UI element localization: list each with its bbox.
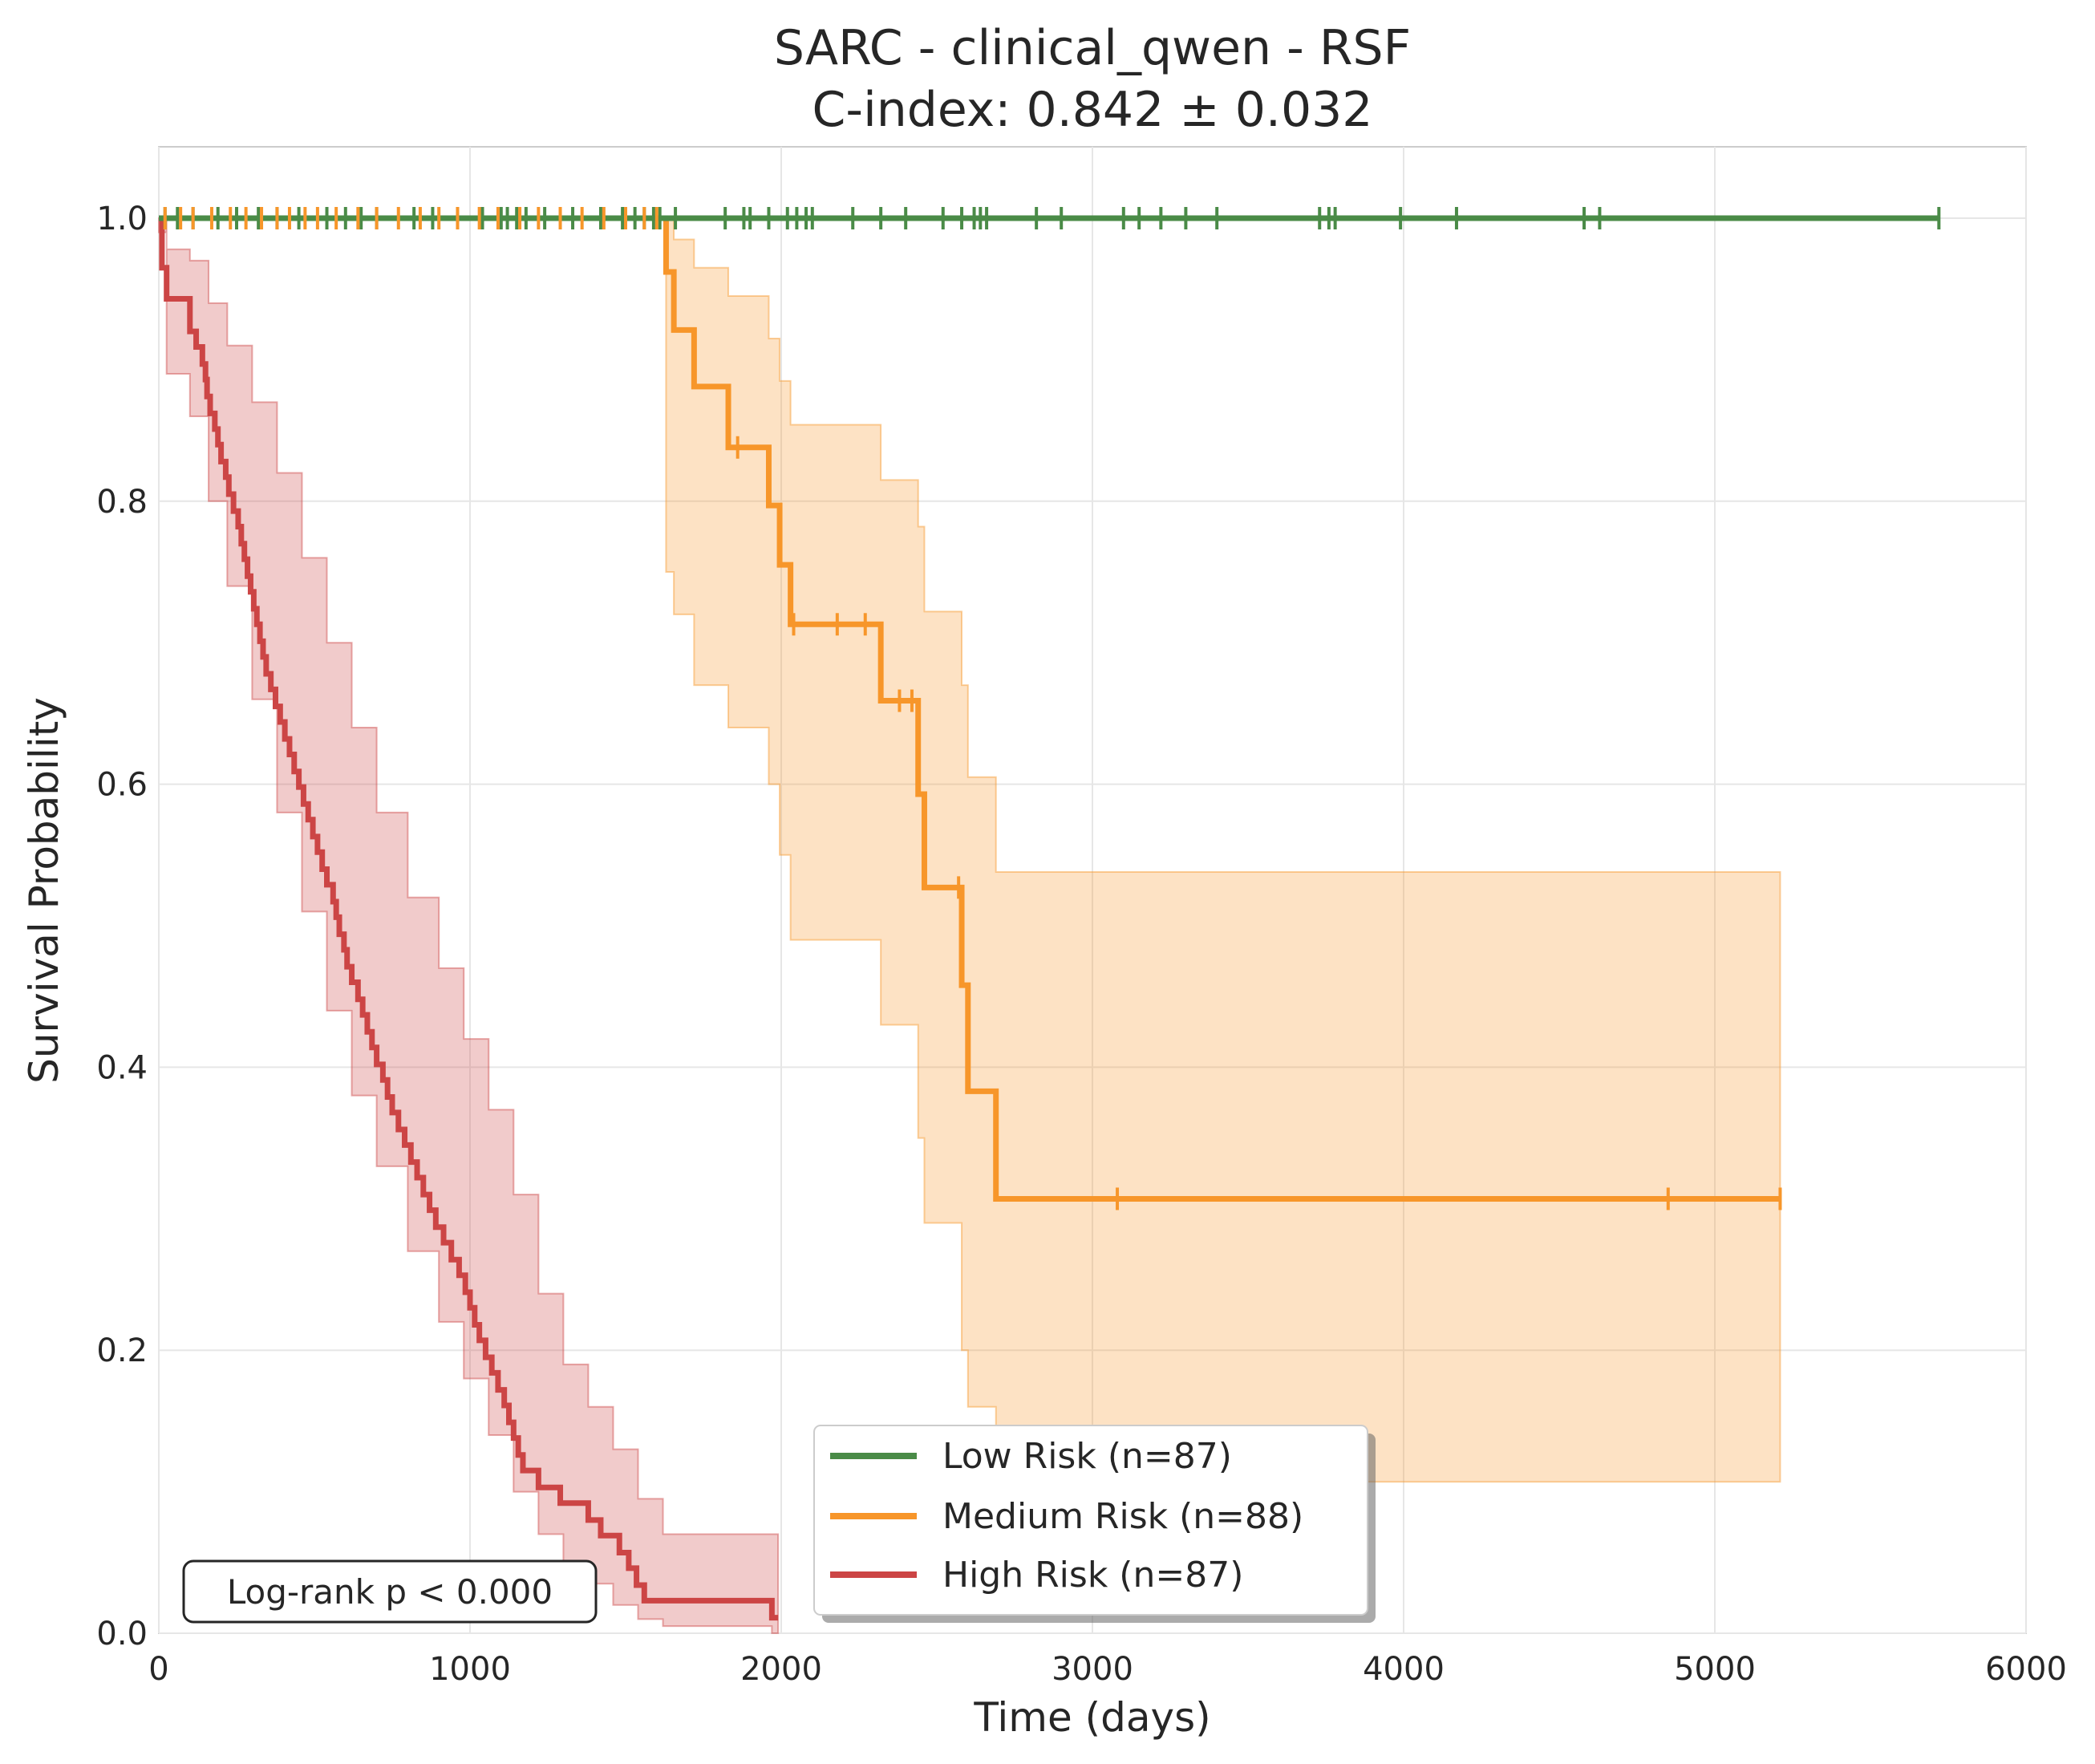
ci-band-high xyxy=(158,217,780,1634)
y-tick-label: 0.2 xyxy=(96,1332,148,1369)
ci-band-medium xyxy=(665,217,1781,1483)
x-tick-label: 2000 xyxy=(740,1651,822,1688)
pvalue-text: Log-rank p < 0.000 xyxy=(227,1572,553,1612)
legend-label-high: High Risk (n=87) xyxy=(942,1555,1243,1596)
x-tick-label: 5000 xyxy=(1674,1651,1756,1688)
x-tick-label: 1000 xyxy=(429,1651,511,1688)
x-axis-ticks: 0 1000 2000 3000 4000 5000 6000 xyxy=(148,1651,2067,1688)
survival-line-high xyxy=(159,215,779,1621)
x-axis-label: Time (days) xyxy=(973,1694,1210,1741)
legend: Low Risk (n=87) Medium Risk (n=88) High … xyxy=(813,1425,1376,1623)
x-tick-label: 3000 xyxy=(1052,1651,1133,1688)
confidence-bands xyxy=(158,217,1781,1634)
y-tick-label: 0.0 xyxy=(96,1616,148,1652)
chart-title: SARC - clinical_qwen - RSF xyxy=(774,20,1411,76)
pvalue-annotation: Log-rank p < 0.000 xyxy=(182,1559,598,1624)
survival-line-medium xyxy=(159,215,1781,1202)
legend-label-medium: Medium Risk (n=88) xyxy=(942,1496,1303,1537)
y-tick-label: 0.4 xyxy=(96,1049,148,1086)
y-axis-ticks: 0.0 0.2 0.4 0.6 0.8 1.0 xyxy=(96,201,148,1652)
censor-marks xyxy=(163,207,1941,1210)
y-tick-label: 1.0 xyxy=(96,201,148,237)
x-tick-label: 6000 xyxy=(1985,1651,2067,1688)
survival-curves xyxy=(159,215,1939,1621)
y-tick-label: 0.6 xyxy=(96,767,148,804)
y-axis-label: Survival Probability xyxy=(21,697,67,1084)
y-tick-label: 0.8 xyxy=(96,484,148,521)
x-tick-label: 4000 xyxy=(1363,1651,1445,1688)
legend-label-low: Low Risk (n=87) xyxy=(942,1436,1232,1477)
x-tick-label: 0 xyxy=(148,1651,168,1688)
chart-subtitle: C-index: 0.842 ± 0.032 xyxy=(812,82,1373,138)
